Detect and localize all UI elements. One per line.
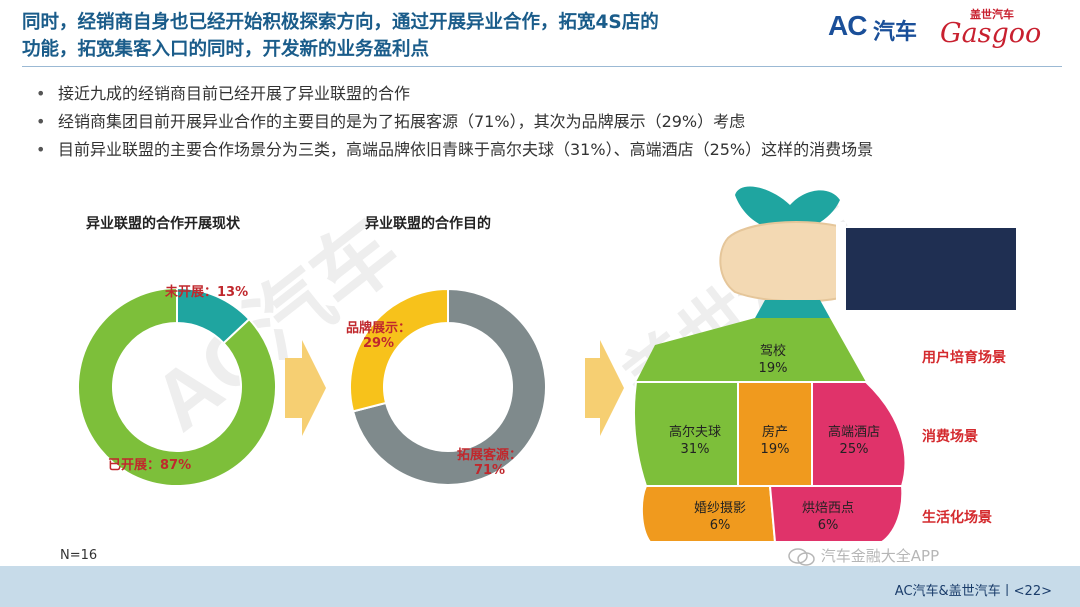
piece-name: 高尔夫球 — [668, 425, 721, 440]
bullet-list: 接近九成的经销商目前已经开展了异业联盟的合作 经销商集团目前开展异业合作的主要目… — [36, 80, 873, 164]
donut-chart-2 — [349, 287, 547, 486]
wechat-watermark: 汽车金融大全APP — [788, 545, 939, 567]
bullet-item: 经销商集团目前开展异业合作的主要目的是为了拓展客源（71%），其次为品牌展示（2… — [36, 108, 873, 136]
title-line-1: 同时，经销商自身也已经开始积极探索方向，通过开展异业合作，拓宽4S店的 — [22, 12, 659, 33]
bag-collar — [755, 300, 830, 318]
page-title: 同时，经销商自身也已经开始积极探索方向，通过开展异业合作，拓宽4S店的 功能，拓… — [22, 9, 762, 63]
donut-slice-拓展客源 — [351, 287, 547, 486]
puzzle-piece-bakery — [768, 485, 904, 543]
hand-illustration — [719, 221, 842, 303]
arrow-right-2 — [585, 340, 624, 436]
piece-name: 高端酒店 — [827, 425, 880, 440]
chart2-label-brand-name: 品牌展示： — [346, 321, 412, 336]
piece-value: 19% — [758, 361, 788, 376]
footer-band — [0, 566, 1080, 607]
bullet-item: 目前异业联盟的主要合作场景分为三类，高端品牌依旧青睐于高尔夫球（31%）、高端酒… — [36, 136, 873, 164]
ac-logo: AC — [828, 10, 867, 41]
piece-value: 31% — [680, 442, 710, 457]
piece-name: 烘焙西点 — [801, 501, 854, 516]
sleeve-cuff — [836, 222, 846, 306]
chart1-title: 异业联盟的合作开展现状 — [86, 216, 240, 232]
bag-top-knot — [735, 186, 840, 232]
wechat-icon — [788, 547, 815, 566]
piece-value: 6% — [709, 518, 731, 533]
scene-label-user-cultivation: 用户培育场景 — [922, 350, 1006, 366]
piece-label-house: 房产 19% — [740, 424, 810, 458]
piece-value: 19% — [760, 442, 790, 457]
chart2-label-customers: 拓展客源： 71% — [457, 444, 522, 478]
ac-logo-text: 汽车 — [873, 20, 918, 45]
donut-chart-1 — [77, 286, 277, 487]
piece-label-hotel: 高端酒店 25% — [814, 424, 894, 458]
donut-slice-已开展 — [77, 286, 277, 487]
chart2-label-brand: 品牌展示： 29% — [346, 317, 411, 351]
wechat-watermark-text: 汽车金融大全APP — [820, 547, 940, 565]
title-line-2: 功能，拓宽集客入口的同时，开发新的业务盈利点 — [22, 39, 430, 60]
gasgoo-logo: 盖世汽车 Gasgoo — [940, 6, 1050, 52]
piece-value: 6% — [817, 518, 839, 533]
chart2-title: 异业联盟的合作目的 — [365, 216, 491, 232]
piece-label-jiaxiao: 驾校 19% — [738, 343, 808, 377]
bullet-item: 接近九成的经销商目前已经开展了异业联盟的合作 — [36, 80, 873, 108]
piece-label-golf: 高尔夫球 31% — [655, 424, 735, 458]
chart2-label-brand-value: 29% — [362, 336, 395, 351]
piece-name: 驾校 — [759, 344, 786, 359]
chart2-label-customers-name: 拓展客源： — [457, 448, 523, 463]
piece-name: 房产 — [761, 425, 788, 440]
chart1-label-not-started: 未开展：13% — [165, 285, 249, 300]
puzzle-piece-jiaxiao — [636, 318, 866, 382]
scene-label-consumption: 消费场景 — [922, 429, 978, 445]
piece-label-wedding: 婚纱摄影 6% — [680, 500, 760, 534]
donut-slice-品牌展示 — [349, 287, 449, 413]
chart1-label-started: 已开展：87% — [108, 458, 192, 473]
puzzle-piece-wedding — [640, 485, 777, 543]
sample-size-note: N=16 — [60, 548, 98, 563]
piece-name: 婚纱摄影 — [693, 501, 746, 516]
chart2-label-customers-value: 71% — [473, 463, 506, 478]
piece-label-bakery: 烘焙西点 6% — [788, 500, 868, 534]
footer-text: AC汽车&盖世汽车丨<22> — [894, 584, 1052, 599]
arrow-right-1 — [285, 340, 326, 436]
header-divider — [22, 66, 1062, 67]
scene-label-lifestyle: 生活化场景 — [922, 510, 992, 526]
sleeve — [846, 228, 1016, 310]
gasgoo-logo-cn: 盖世汽车 — [970, 8, 1014, 21]
money-bag-illustration — [633, 186, 1016, 543]
piece-value: 25% — [839, 442, 869, 457]
gasgoo-logo-en: Gasgoo — [940, 18, 1042, 49]
